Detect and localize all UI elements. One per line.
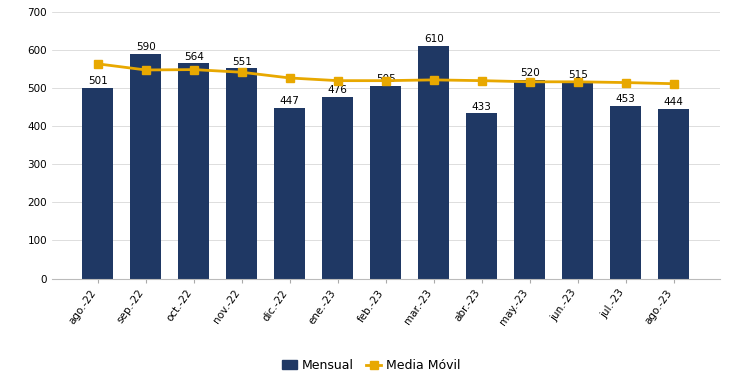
- Bar: [658, 109, 689, 279]
- Bar: [131, 53, 162, 279]
- Text: 453: 453: [616, 94, 636, 104]
- Text: 610: 610: [424, 34, 444, 44]
- Bar: [275, 108, 306, 279]
- Text: 564: 564: [184, 51, 204, 62]
- Bar: [226, 68, 257, 279]
- Bar: [370, 86, 401, 279]
- Text: 447: 447: [280, 96, 300, 106]
- Text: 433: 433: [472, 101, 492, 111]
- Bar: [562, 82, 594, 279]
- Legend: Mensual, Media Móvil: Mensual, Media Móvil: [277, 354, 465, 377]
- Bar: [178, 63, 209, 279]
- Text: 515: 515: [568, 70, 588, 80]
- Text: 505: 505: [376, 74, 395, 84]
- Bar: [82, 87, 114, 279]
- Bar: [466, 113, 497, 279]
- Bar: [322, 97, 353, 279]
- Text: 501: 501: [88, 75, 108, 86]
- Text: 590: 590: [136, 42, 156, 52]
- Text: 444: 444: [664, 98, 683, 107]
- Text: 476: 476: [328, 85, 348, 95]
- Text: 551: 551: [232, 57, 252, 67]
- Bar: [514, 80, 545, 279]
- Text: 520: 520: [520, 68, 539, 78]
- Bar: [418, 46, 450, 279]
- Bar: [610, 106, 641, 279]
